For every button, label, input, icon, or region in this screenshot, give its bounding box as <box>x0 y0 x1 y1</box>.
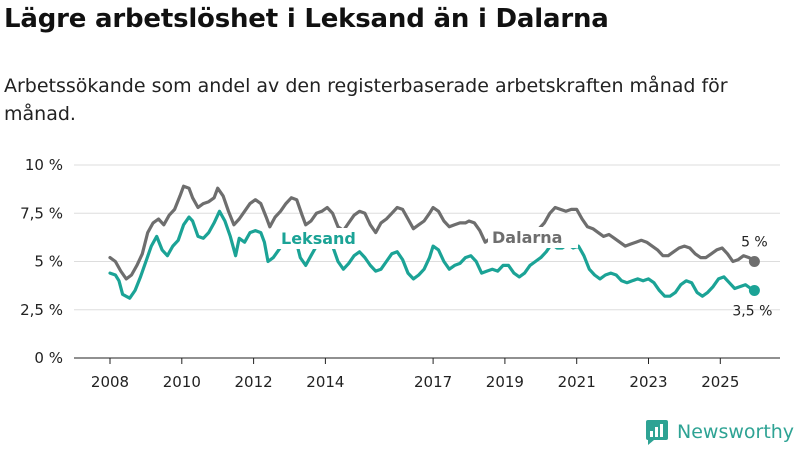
x-tick-label: 2012 <box>235 373 273 391</box>
x-tick-label: 2023 <box>629 373 667 391</box>
end-label-dalarna: 5 % <box>741 235 768 251</box>
end-label-leksand: 3,5 % <box>732 303 772 319</box>
x-tick-label: 2010 <box>163 373 201 391</box>
newsworthy-logo: Newsworthy <box>645 419 794 445</box>
newsworthy-logo-icon <box>646 420 668 445</box>
series-label-dalarna: Dalarna <box>492 228 562 247</box>
endpoint-marker-leksand <box>748 284 760 296</box>
series-labels: Leksand Dalarna 5 % 3,5 % <box>277 227 772 319</box>
x-tick-label: 2008 <box>91 373 129 391</box>
y-tick-label: 0 % <box>34 349 63 367</box>
x-axis: 2008 2010 2012 2014 2017 2019 2021 2023 2025 <box>91 358 739 391</box>
series-label-bg <box>488 227 578 248</box>
y-tick-label: 2,5 % <box>20 301 63 319</box>
brand-name: Newsworthy <box>677 421 795 443</box>
series-line-leksand <box>108 209 756 300</box>
x-tick-label: 2019 <box>486 373 524 391</box>
x-tick-label: 2014 <box>306 373 344 391</box>
chart-subtitle: Arbetssökande som andel av den registerb… <box>4 75 728 125</box>
y-tick-label: 5 % <box>34 253 63 271</box>
series-lines <box>108 184 756 300</box>
x-tick-label: 2017 <box>414 373 452 391</box>
y-tick-label: 10 % <box>25 156 63 174</box>
y-tick-label: 7,5 % <box>20 204 63 222</box>
series-label-leksand: Leksand <box>281 229 356 248</box>
x-tick-label: 2021 <box>558 373 596 391</box>
y-axis-ticks: 0 % 2,5 % 5 % 7,5 % 10 % <box>20 156 63 367</box>
chart-title: Lägre arbetslöshet i Leksand än i Dalarn… <box>4 4 609 34</box>
x-tick-label: 2025 <box>701 373 739 391</box>
endpoint-marker-dalarna <box>748 256 760 267</box>
series-line-dalarna <box>108 184 756 281</box>
series-label-bg <box>277 228 370 249</box>
